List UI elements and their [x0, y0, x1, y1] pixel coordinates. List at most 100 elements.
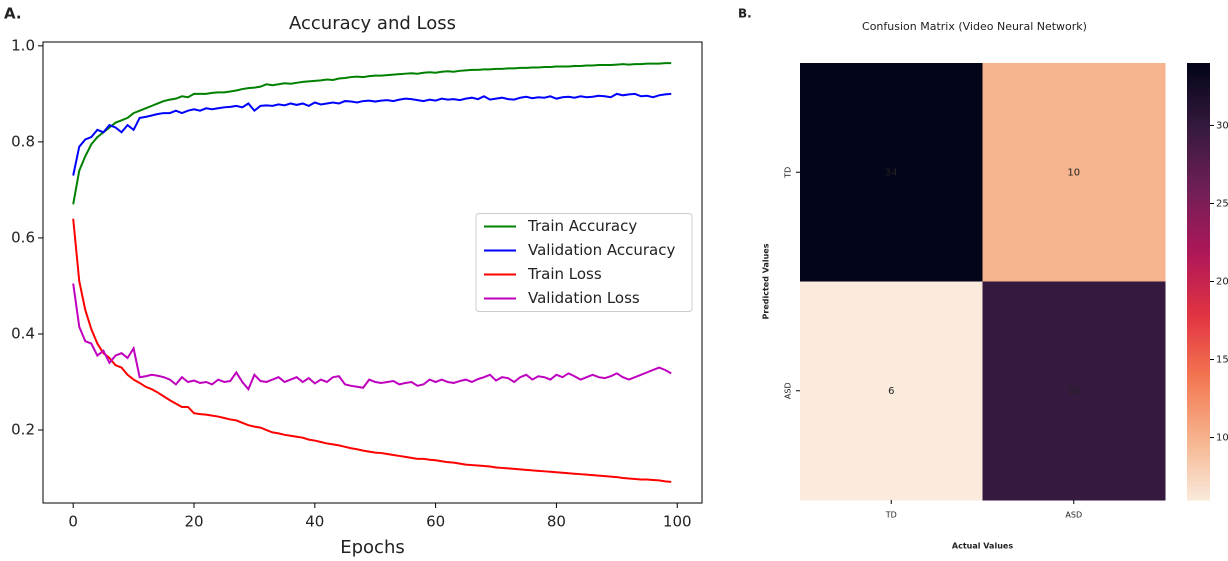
cell-label: 34 — [885, 167, 898, 178]
colorbar-segment — [1187, 201, 1210, 206]
y-tick-label: 0.4 — [11, 324, 35, 342]
colorbar-segment — [1187, 226, 1210, 232]
colorbar-segment — [1187, 445, 1210, 450]
colorbar-segment — [1187, 376, 1210, 381]
series-line — [72, 283, 672, 392]
colorbar-segment — [1187, 474, 1210, 479]
x-tick-label: 20 — [184, 513, 203, 531]
colorbar-segment — [1187, 70, 1210, 75]
colorbar-segment — [1187, 463, 1210, 468]
colorbar-segment — [1187, 190, 1210, 195]
colorbar-segment — [1187, 208, 1210, 213]
y-axis-label: Predicted Values — [762, 243, 771, 319]
colorbar-segment — [1187, 230, 1210, 235]
colorbar-segment — [1187, 161, 1210, 166]
colorbar-segment — [1187, 478, 1210, 483]
colorbar-segment — [1187, 347, 1210, 352]
colorbar-segment — [1187, 467, 1210, 472]
chart-title: Accuracy and Loss — [289, 13, 456, 34]
colorbar-segment — [1187, 277, 1210, 283]
colorbar-tick-label: 25 — [1216, 198, 1228, 209]
colorbar-segment — [1187, 175, 1210, 181]
colorbar-segment — [1187, 66, 1210, 71]
colorbar-segment — [1187, 259, 1210, 264]
colorbar-segment — [1187, 485, 1210, 490]
colorbar-segment — [1187, 416, 1210, 421]
colorbar-segment — [1187, 419, 1210, 425]
colorbar-segment — [1187, 99, 1210, 104]
legend: Train Accuracy Validation Accuracy Train L… — [475, 213, 693, 312]
colorbar-tick-label: 20 — [1216, 277, 1228, 288]
heatmap-cell — [982, 281, 1166, 501]
y-tick-label: ASD — [784, 382, 793, 399]
colorbar-segment — [1187, 168, 1210, 173]
colorbar-segment — [1187, 63, 1210, 68]
colorbar-segment — [1187, 73, 1210, 79]
colorbar-segment — [1187, 197, 1210, 202]
x-tick-label: 0 — [68, 513, 78, 531]
cell-label: 6 — [888, 386, 894, 397]
colorbar-segment — [1187, 379, 1210, 385]
colorbar-segment — [1187, 459, 1210, 465]
x-tick-label: ASD — [1065, 511, 1082, 520]
colorbar-segment — [1187, 164, 1210, 170]
colorbar-segment — [1187, 135, 1210, 141]
cell-label: 10 — [1067, 167, 1080, 178]
colorbar-segment — [1187, 434, 1210, 439]
colorbar-segment — [1187, 343, 1210, 348]
y-tick-label: TD — [784, 167, 793, 179]
legend-box — [475, 213, 693, 312]
x-tick-label: 80 — [547, 513, 566, 531]
series-line — [72, 92, 672, 176]
cell-label: 30 — [1067, 386, 1080, 397]
colorbar-segment — [1187, 306, 1210, 312]
colorbar-segment — [1187, 84, 1210, 90]
colorbar-segment — [1187, 430, 1210, 436]
legend-label: Train Loss — [527, 265, 602, 283]
colorbar-segment — [1187, 194, 1210, 199]
colorbar-segment — [1187, 325, 1210, 330]
colorbar-segment — [1187, 285, 1210, 290]
y-tick-label: 0.6 — [11, 228, 35, 246]
colorbar-segment — [1187, 256, 1210, 261]
colorbar-segment — [1187, 205, 1210, 210]
colorbar-segment — [1187, 212, 1210, 217]
colorbar-segment — [1187, 354, 1210, 359]
colorbar-segment — [1187, 172, 1210, 177]
colorbar-segment — [1187, 310, 1210, 315]
colorbar-segment — [1187, 241, 1210, 246]
colorbar-segment — [1187, 288, 1210, 294]
colorbar-segment — [1187, 372, 1210, 377]
chart-title: Confusion Matrix (Video Neural Network) — [862, 20, 1087, 33]
colorbar-segment — [1187, 401, 1210, 406]
colorbar-segment — [1187, 234, 1210, 239]
colorbar-segment — [1187, 492, 1210, 497]
colorbar-segment — [1187, 408, 1210, 414]
colorbar-segment — [1187, 248, 1210, 253]
colorbar-segment — [1187, 405, 1210, 410]
colorbar-segment — [1187, 113, 1210, 119]
colorbar-segment — [1187, 452, 1210, 457]
colorbar-segment — [1187, 387, 1210, 392]
colorbar-segment — [1187, 128, 1210, 133]
colorbar-segment — [1187, 496, 1210, 501]
colorbar-segment — [1187, 186, 1210, 192]
colorbar-tick-label: 30 — [1216, 120, 1228, 131]
colorbar-segment — [1187, 321, 1210, 326]
colorbar-segment — [1187, 143, 1210, 148]
colorbar-segment — [1187, 303, 1210, 308]
colorbar-segment — [1187, 124, 1210, 130]
series-line — [72, 218, 672, 483]
legend-label: Validation Accuracy — [528, 241, 675, 259]
colorbar-segment — [1187, 281, 1210, 286]
legend-label: Train Accuracy — [527, 217, 637, 235]
colorbar-segment — [1187, 95, 1210, 101]
colorbar-segment — [1187, 314, 1210, 319]
colorbar-segment — [1187, 266, 1210, 272]
y-tick-label: 0.2 — [11, 421, 35, 439]
colorbar-segment — [1187, 121, 1210, 126]
colorbar-segment — [1187, 157, 1210, 162]
colorbar-segment — [1187, 383, 1210, 388]
y-tick-label: 1.0 — [11, 36, 35, 54]
